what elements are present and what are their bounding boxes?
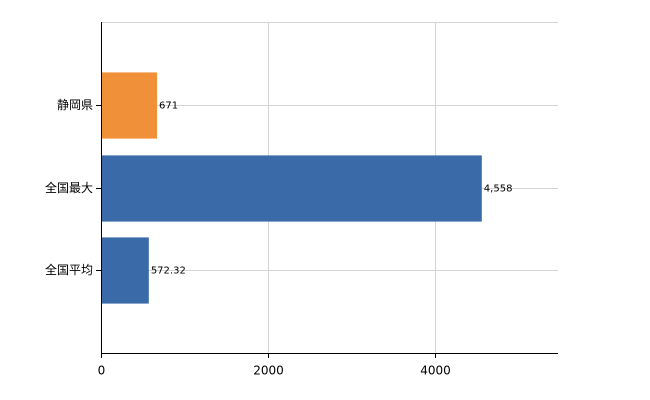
x-tick-label: 4000 bbox=[420, 364, 451, 378]
bar bbox=[101, 155, 482, 222]
bar bbox=[101, 72, 158, 139]
x-tick-label: 0 bbox=[98, 364, 106, 378]
x-tick-label: 2000 bbox=[253, 364, 284, 378]
value-label: 572.32 bbox=[151, 266, 186, 277]
value-label: 671 bbox=[159, 101, 178, 112]
y-tick-label: 静岡県 bbox=[57, 98, 93, 112]
bar bbox=[101, 237, 149, 304]
value-label: 4,558 bbox=[484, 184, 513, 195]
y-tick-label: 全国最大 bbox=[45, 180, 93, 195]
y-tick-label: 全国平均 bbox=[45, 262, 93, 277]
